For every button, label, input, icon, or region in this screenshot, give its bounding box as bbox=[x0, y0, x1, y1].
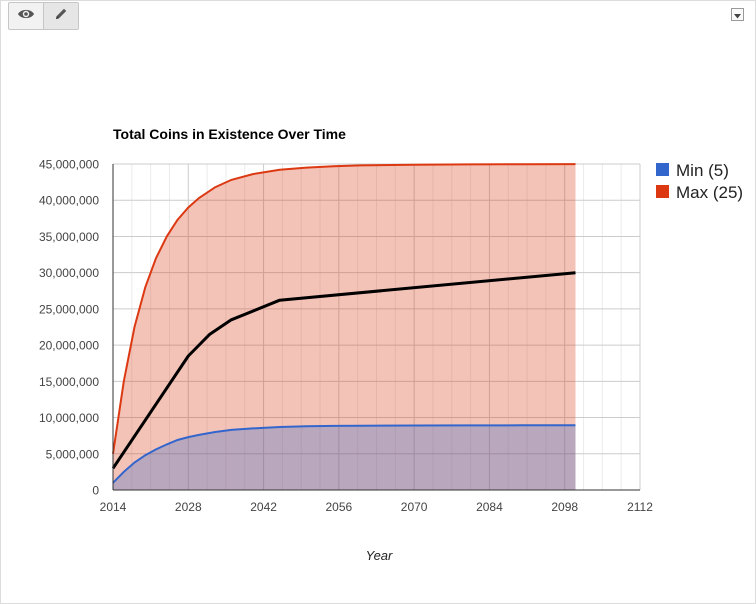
y-tick-label: 40,000,000 bbox=[39, 194, 99, 208]
max-series-line bbox=[112, 163, 576, 454]
legend-swatch bbox=[656, 185, 669, 198]
x-tick-label: 2070 bbox=[401, 500, 428, 514]
chart-toolbar bbox=[8, 2, 79, 30]
y-tick-label: 30,000,000 bbox=[39, 266, 99, 280]
y-tick-label: 45,000,000 bbox=[39, 158, 99, 172]
y-tick-label: 10,000,000 bbox=[39, 411, 99, 425]
x-tick-label: 2014 bbox=[100, 500, 127, 514]
y-tick-label: 25,000,000 bbox=[39, 302, 99, 316]
min-series-area bbox=[113, 425, 576, 490]
eye-icon bbox=[17, 7, 35, 25]
legend-label: Max (25) bbox=[676, 183, 743, 202]
view-button[interactable] bbox=[9, 3, 43, 29]
x-tick-label: 2084 bbox=[476, 500, 503, 514]
x-tick-label: 2098 bbox=[551, 500, 578, 514]
chevron-down-icon bbox=[734, 6, 741, 24]
legend: Min (5) Max (25) bbox=[656, 161, 743, 202]
x-axis-label: Year bbox=[366, 548, 393, 563]
series-lines bbox=[111, 163, 576, 484]
black-series-line bbox=[111, 271, 576, 470]
x-tick-label: 2112 bbox=[627, 500, 653, 514]
min-series-line bbox=[112, 424, 576, 484]
y-tick-label: 20,000,000 bbox=[39, 339, 99, 353]
axes bbox=[112, 164, 640, 491]
x-tick-label: 2056 bbox=[326, 500, 353, 514]
max-series-area bbox=[113, 164, 576, 490]
x-axis-ticks: 2014 2028 2042 2056 2070 2084 2098 2112 bbox=[100, 500, 654, 514]
chart-title: Total Coins in Existence Over Time bbox=[113, 126, 346, 142]
y-axis-ticks: 0 5,000,000 10,000,000 15,000,000 20,000,000… bbox=[39, 158, 99, 498]
chart-menu-button[interactable] bbox=[731, 8, 744, 21]
x-tick-label: 2028 bbox=[175, 500, 202, 514]
pencil-icon bbox=[54, 7, 68, 26]
y-tick-label: 0 bbox=[92, 484, 99, 498]
legend-label: Min (5) bbox=[676, 161, 729, 180]
plot-grid bbox=[113, 163, 641, 490]
y-tick-label: 35,000,000 bbox=[39, 230, 99, 244]
legend-swatch bbox=[656, 163, 669, 176]
y-tick-label: 5,000,000 bbox=[46, 447, 100, 461]
y-tick-label: 15,000,000 bbox=[39, 375, 99, 389]
x-tick-label: 2042 bbox=[250, 500, 277, 514]
edit-button[interactable] bbox=[43, 3, 78, 29]
series-areas bbox=[113, 164, 576, 490]
